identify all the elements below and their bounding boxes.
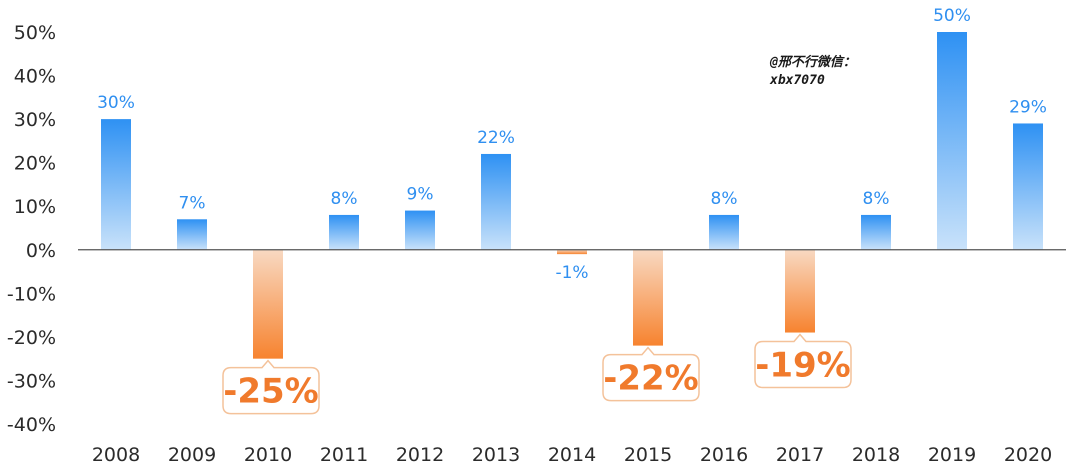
callout-box	[754, 333, 852, 389]
y-axis: 50% 40% 30% 20% 10% 0% -10% -20% -30% -40%	[7, 22, 56, 436]
bar-2016	[709, 214, 739, 250]
data-labels-group: 30% 7% -25% 8% 9% 22% -1% -22% 8% -19% 8% 50% 29%	[97, 6, 1047, 415]
data-label: 8%	[863, 189, 890, 209]
data-label: 7%	[179, 193, 206, 213]
y-tick-label: 50%	[14, 22, 56, 44]
data-label: 30%	[97, 93, 135, 113]
bar-2018	[861, 214, 891, 250]
x-tick-label: 2011	[320, 444, 368, 466]
bar-2019	[937, 32, 967, 250]
x-tick-label: 2010	[244, 444, 292, 466]
x-tick-label: 2013	[472, 444, 520, 466]
x-tick-label: 2020	[1004, 444, 1052, 466]
bar-2008	[101, 119, 131, 250]
y-tick-label: -10%	[7, 283, 56, 305]
data-label: 50%	[933, 6, 971, 26]
bar-2020	[1013, 123, 1043, 250]
bar-2015	[633, 249, 663, 346]
data-label-callout: -25%	[222, 359, 320, 415]
data-label: -22%	[603, 359, 699, 399]
y-tick-label: 10%	[14, 196, 56, 218]
data-label: 9%	[407, 185, 434, 205]
x-tick-label: 2016	[700, 444, 748, 466]
watermark-line2: xbx7070	[769, 73, 825, 88]
x-tick-label: 2014	[548, 444, 596, 466]
data-label: 8%	[711, 189, 738, 209]
data-label: -25%	[223, 372, 319, 412]
watermark-line1: @邢不行微信：	[769, 54, 856, 70]
data-label: -19%	[755, 346, 851, 386]
y-tick-label: 30%	[14, 109, 56, 131]
x-tick-label: 2017	[776, 444, 824, 466]
data-label: -1%	[555, 263, 588, 283]
y-tick-label: 20%	[14, 153, 56, 175]
data-label-callout: -19%	[754, 333, 852, 389]
x-tick-label: 2012	[396, 444, 444, 466]
bar-2009	[177, 219, 207, 250]
bar-2012	[405, 210, 435, 250]
data-label: 22%	[477, 128, 515, 148]
watermark: @邢不行微信： xbx7070	[769, 54, 856, 88]
data-label: 29%	[1009, 97, 1047, 117]
x-tick-label: 2008	[92, 444, 140, 466]
x-tick-label: 2019	[928, 444, 976, 466]
x-axis: 2008 2009 2010 2011 2012 2013 2014 2015 2016 2017…	[92, 444, 1052, 466]
data-label-callout: -22%	[602, 346, 700, 402]
bar-2013	[481, 153, 511, 250]
data-label: 8%	[331, 189, 358, 209]
y-tick-label: 40%	[14, 66, 56, 88]
bar-2011	[329, 214, 359, 250]
x-tick-label: 2015	[624, 444, 672, 466]
bar-2017	[785, 249, 815, 333]
y-tick-label: -30%	[7, 370, 56, 392]
bar-2010	[253, 249, 283, 359]
y-tick-label: -40%	[7, 414, 56, 436]
bar-2014	[557, 249, 587, 255]
callout-box	[602, 346, 700, 402]
bars-group	[101, 32, 1043, 359]
x-tick-label: 2018	[852, 444, 900, 466]
x-tick-label: 2009	[168, 444, 216, 466]
y-tick-label: 0%	[26, 240, 56, 262]
callout-box	[222, 359, 320, 415]
y-tick-label: -20%	[7, 327, 56, 349]
